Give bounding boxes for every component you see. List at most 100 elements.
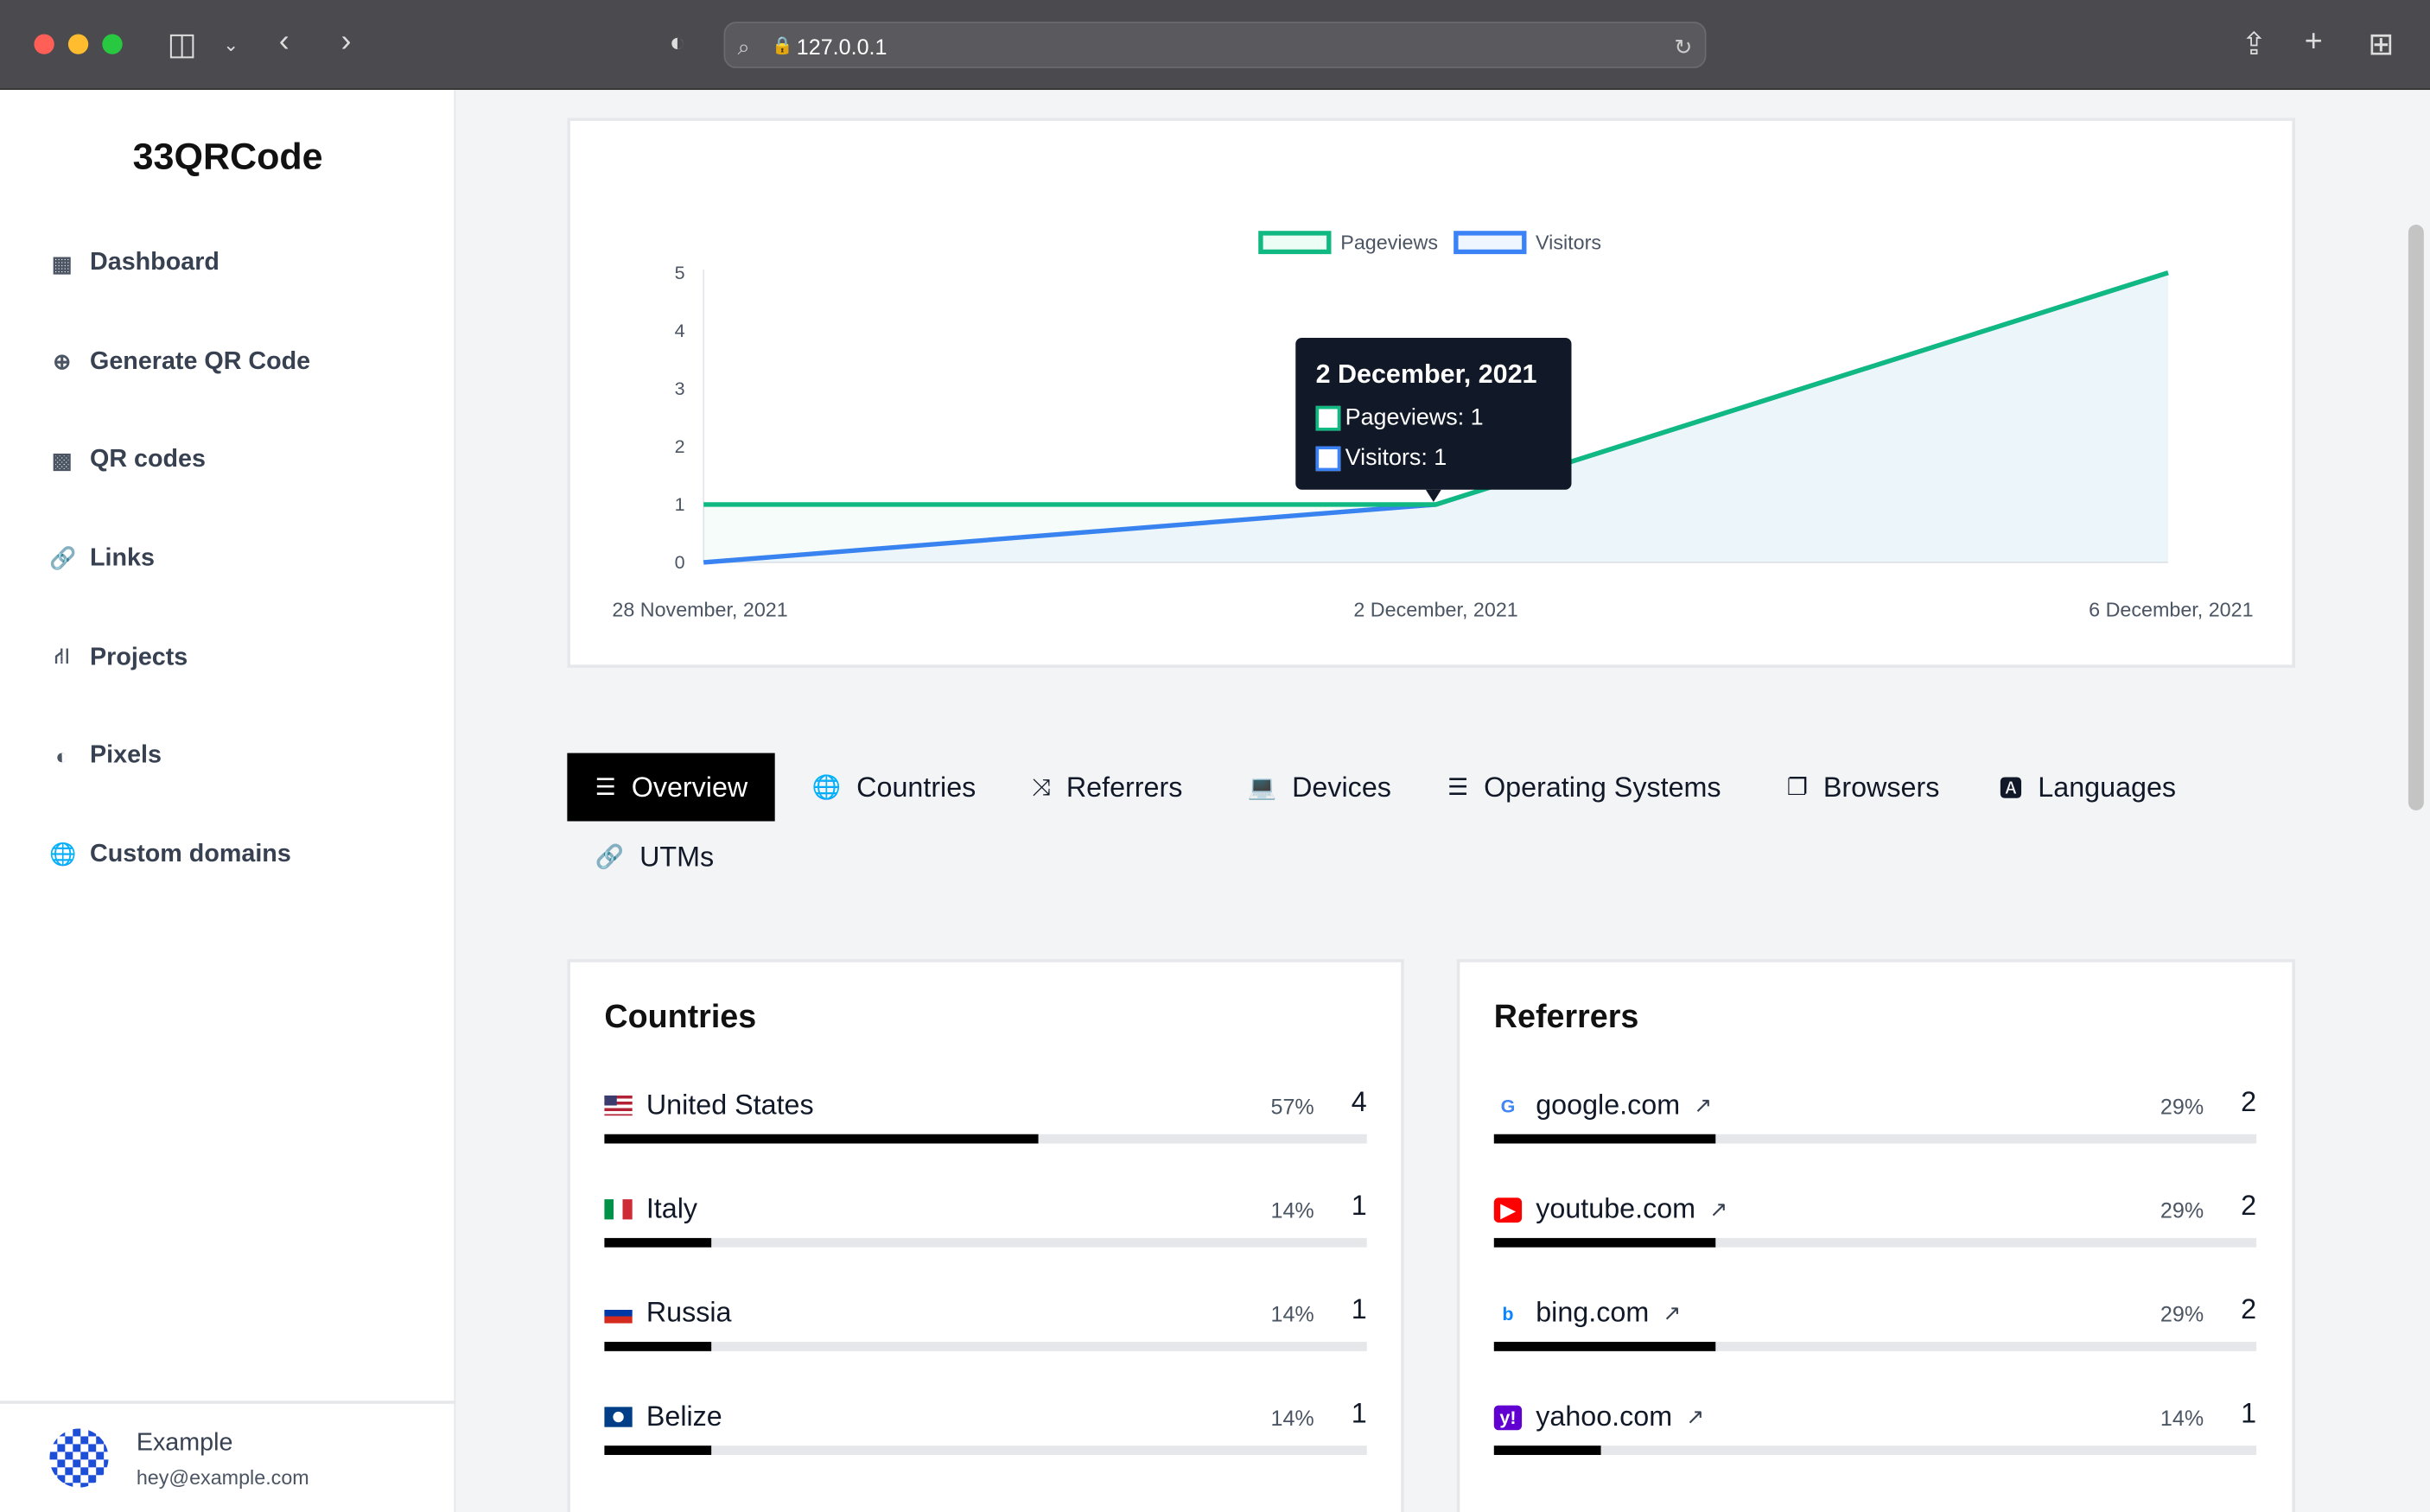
progress-fill bbox=[604, 1342, 711, 1351]
sidebar-item-dashboard[interactable]: ▦ Dashboard bbox=[49, 250, 219, 277]
row-percent: 29% bbox=[2160, 1094, 2204, 1119]
row-percent: 29% bbox=[2160, 1198, 2204, 1223]
external-link-icon[interactable]: ↗ bbox=[1686, 1403, 1705, 1429]
brand-logo[interactable]: 33QRCode bbox=[132, 136, 323, 179]
row-percent: 29% bbox=[2160, 1301, 2204, 1327]
scrollbar[interactable] bbox=[2408, 225, 2424, 810]
tab-overview[interactable]: ☰ Overview bbox=[567, 753, 776, 822]
sidebar-item-label: Pixels bbox=[90, 742, 162, 769]
tab-operating-systems[interactable]: ☰ Operating Systems bbox=[1420, 753, 1749, 822]
tab-browsers[interactable]: ❐ Browsers bbox=[1759, 753, 1967, 822]
lock-icon: 🔒 bbox=[772, 37, 793, 56]
legend-visitors-swatch[interactable] bbox=[1453, 231, 1527, 255]
row-label[interactable]: google.com bbox=[1536, 1089, 1681, 1121]
y-tick-label: 4 bbox=[675, 321, 685, 341]
line-chart: 0 1 2 3 4 5 28 November, 2021 2 December, 2021 6… bbox=[612, 263, 2253, 621]
flag-icon bbox=[604, 1407, 633, 1427]
y-tick-label: 2 bbox=[675, 436, 685, 457]
external-link-icon[interactable]: ↗ bbox=[1663, 1299, 1682, 1325]
y-tick-label: 1 bbox=[675, 494, 685, 515]
grid-icon: ▦ bbox=[51, 250, 73, 276]
reload-icon[interactable]: ↻ bbox=[1674, 34, 1693, 60]
flag-icon bbox=[604, 1199, 633, 1220]
tooltip-pageviews-swatch bbox=[1315, 404, 1341, 430]
link-icon: 🔗 bbox=[595, 844, 625, 871]
user-profile[interactable]: Example hey@example.com bbox=[0, 1401, 456, 1512]
tab-utms[interactable]: 🔗 UTMs bbox=[567, 823, 741, 891]
sitemap-icon: ⛙ bbox=[54, 643, 70, 669]
tab-languages[interactable]: 🅰 Languages bbox=[1971, 753, 2204, 822]
address-bar[interactable]: ⌕ 🔒 127.0.0.1 ↻ bbox=[723, 22, 1707, 68]
list-item: Belize 14% 1 bbox=[604, 1398, 1367, 1478]
window-icon: ❐ bbox=[1786, 774, 1808, 802]
row-label: Russia bbox=[646, 1297, 732, 1328]
list-icon: ☰ bbox=[595, 774, 616, 802]
row-percent: 14% bbox=[2160, 1405, 2204, 1431]
shield-icon[interactable]: ◐ bbox=[669, 28, 686, 58]
tab-devices[interactable]: 💻 Devices bbox=[1219, 753, 1419, 822]
progress-fill bbox=[1493, 1134, 1715, 1144]
row-label: Italy bbox=[646, 1192, 698, 1224]
list-item: Russia 14% 1 bbox=[604, 1293, 1367, 1375]
tab-countries[interactable]: 🌐 Countries bbox=[784, 753, 1003, 822]
x-tick-label: 28 November, 2021 bbox=[612, 599, 787, 621]
row-label[interactable]: yahoo.com bbox=[1536, 1401, 1673, 1433]
row-label[interactable]: bing.com bbox=[1536, 1297, 1650, 1328]
row-label[interactable]: youtube.com bbox=[1536, 1192, 1696, 1224]
sidebar-item-pixels[interactable]: ◐ Pixels bbox=[49, 742, 162, 770]
tab-label: UTMs bbox=[639, 840, 715, 872]
avatar bbox=[49, 1428, 109, 1488]
bing-icon: b bbox=[1502, 1302, 1514, 1325]
minimize-window-button[interactable] bbox=[67, 34, 89, 54]
flag-icon bbox=[604, 1303, 633, 1324]
area-visitors bbox=[703, 272, 2168, 562]
maximize-window-button[interactable] bbox=[102, 34, 123, 54]
forward-icon[interactable]: › bbox=[340, 24, 352, 60]
external-link-icon[interactable]: ↗ bbox=[1694, 1092, 1713, 1118]
countries-title: Countries bbox=[604, 999, 757, 1035]
legend-pageviews-swatch[interactable] bbox=[1258, 231, 1332, 255]
area-pageviews bbox=[703, 272, 2168, 562]
sidebar-item-links[interactable]: 🔗 Links bbox=[49, 545, 155, 573]
sidebar-item-label: QR codes bbox=[90, 446, 206, 473]
tab-label: Countries bbox=[856, 771, 976, 803]
sidebar: 33QRCode ▦ Dashboard ⊕ Generate QR Code ▩ QR … bbox=[0, 90, 456, 1512]
globe-icon: 🌐 bbox=[811, 774, 842, 802]
chevron-down-icon[interactable]: ⌄ bbox=[223, 34, 239, 56]
row-count: 2 bbox=[2241, 1190, 2257, 1222]
user-name: Example bbox=[136, 1430, 233, 1457]
sidebar-item-qr-codes[interactable]: ▩ QR codes bbox=[49, 447, 206, 474]
sidebar-toggle-icon[interactable]: ◫ bbox=[167, 28, 197, 62]
tooltip-pageviews: Pageviews: 1 bbox=[1345, 404, 1484, 431]
sidebar-item-projects[interactable]: ⛙ Projects bbox=[49, 644, 188, 673]
progress-bar bbox=[604, 1342, 1367, 1351]
new-tab-icon[interactable]: + bbox=[2304, 24, 2323, 60]
tab-label: Languages bbox=[2038, 771, 2177, 803]
legend-visitors-label[interactable]: Visitors bbox=[1536, 231, 1602, 255]
close-window-button[interactable] bbox=[34, 34, 54, 54]
row-count: 1 bbox=[2241, 1397, 2257, 1429]
row-percent: 57% bbox=[1270, 1094, 1314, 1119]
sidebar-item-custom-domains[interactable]: 🌐 Custom domains bbox=[49, 841, 290, 868]
progress-bar bbox=[1493, 1445, 2257, 1455]
back-icon[interactable]: ‹ bbox=[278, 24, 289, 60]
tab-overview-icon[interactable]: ⊞ bbox=[2368, 28, 2395, 62]
external-link-icon[interactable]: ↗ bbox=[1709, 1196, 1728, 1222]
tab-referrers[interactable]: ⤨ Referrers bbox=[1004, 753, 1211, 822]
share-icon[interactable]: ⇪ bbox=[2241, 28, 2268, 62]
legend-pageviews-label[interactable]: Pageviews bbox=[1340, 231, 1439, 255]
referrers-title: Referrers bbox=[1493, 999, 1639, 1035]
progress-fill bbox=[1493, 1237, 1715, 1248]
yahoo-icon: y! bbox=[1493, 1404, 1523, 1430]
sidebar-item-label: Custom domains bbox=[90, 841, 291, 867]
sidebar-item-generate-qr-code[interactable]: ⊕ Generate QR Code bbox=[49, 348, 310, 376]
y-tick-label: 5 bbox=[675, 263, 685, 283]
line-pageviews bbox=[703, 270, 2169, 507]
tooltip-visitors-swatch bbox=[1315, 445, 1341, 471]
youtube-icon: ▶ bbox=[1493, 1197, 1523, 1223]
progress-fill bbox=[1493, 1342, 1715, 1351]
list-item: y! yahoo.com ↗ 14% 1 bbox=[1493, 1397, 2257, 1478]
url-text: 127.0.0.1 bbox=[796, 34, 887, 60]
